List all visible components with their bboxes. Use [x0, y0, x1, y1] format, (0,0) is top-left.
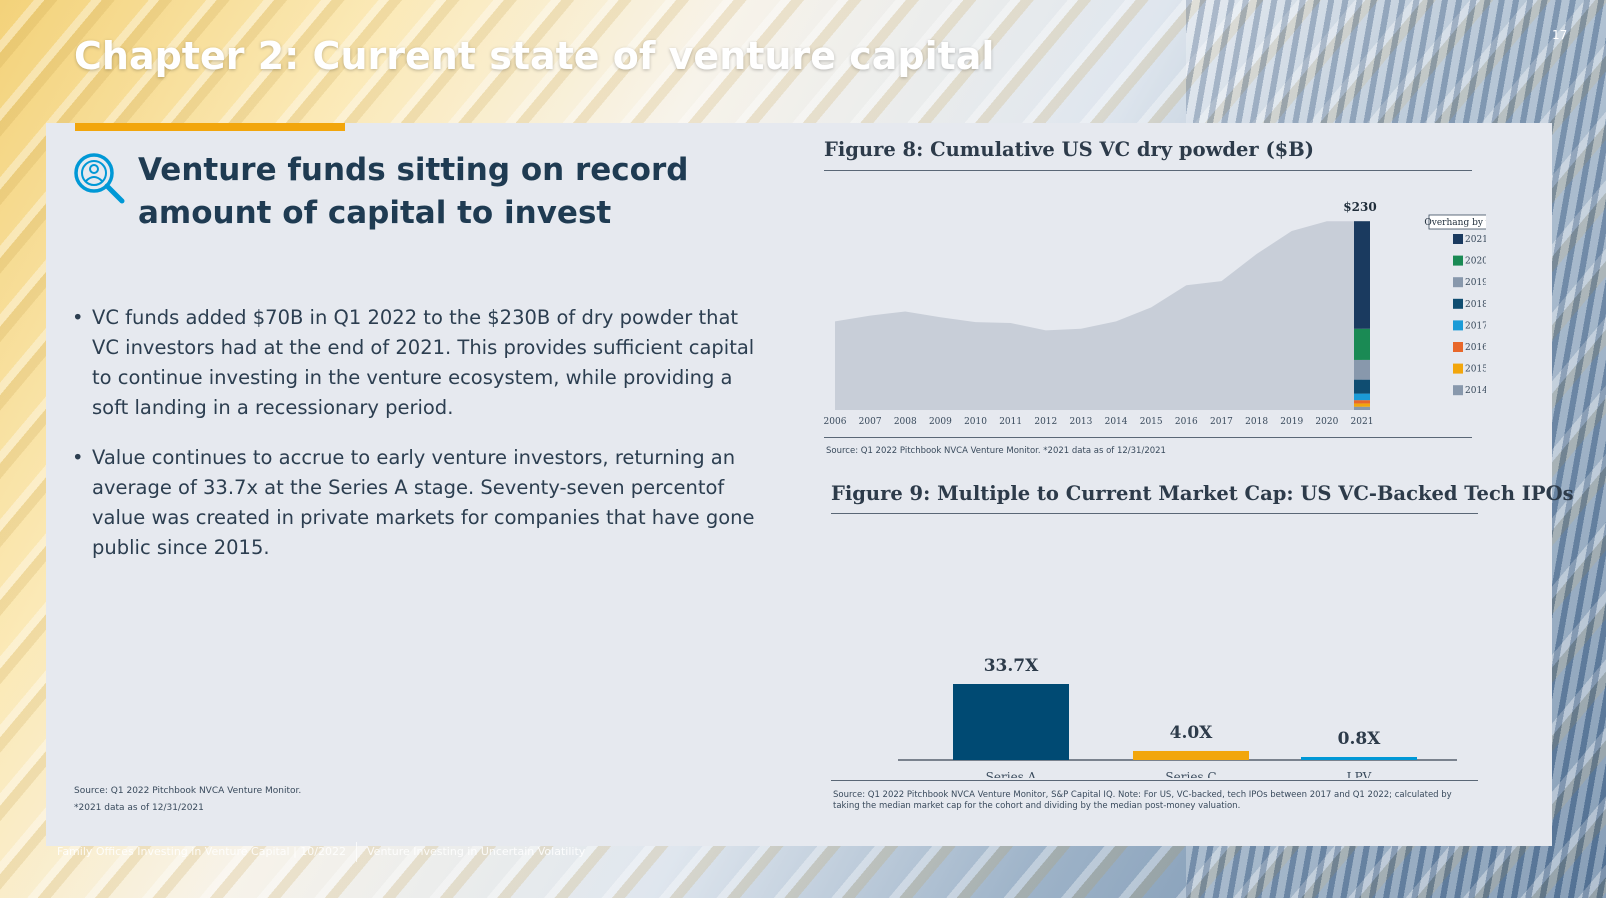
stack-segment-2015: [1354, 403, 1370, 407]
category-label: Series C: [1165, 770, 1216, 778]
x-tick-label: 2020: [1315, 417, 1338, 427]
bar-value-label: 4.0X: [1170, 723, 1214, 743]
legend-label-2014: 2014: [1465, 386, 1486, 396]
figure8-source: Source: Q1 2022 Pitchbook NVCA Venture M…: [826, 446, 1166, 456]
x-tick-label: 2012: [1034, 417, 1057, 427]
left-source: Source: Q1 2022 Pitchbook NVCA Venture M…: [74, 783, 301, 817]
stack-segment-2020: [1354, 328, 1370, 360]
figure9-title-text: Multiple to Current Market Cap: US VC-Ba…: [937, 482, 1574, 505]
x-tick-label: 2021: [1351, 417, 1374, 427]
figure9-source: Source: Q1 2022 Pitchbook NVCA Venture M…: [833, 790, 1452, 811]
category-label: LPV: [1347, 770, 1372, 778]
legend-label-2016: 2016: [1465, 343, 1486, 353]
x-tick-label: 2017: [1210, 417, 1233, 427]
legend-label-2017: 2017: [1465, 321, 1486, 331]
x-tick-label: 2007: [859, 417, 882, 427]
footer-divider: [356, 842, 358, 862]
source-note: *2021 data as of 12/31/2021: [74, 803, 204, 813]
x-tick-label: 2019: [1280, 417, 1303, 427]
footer-left: Family Offices Investing in Venture Capi…: [57, 845, 347, 858]
magnifier-person-icon: [74, 153, 125, 204]
x-tick-label: 2013: [1069, 417, 1092, 427]
headline: Venture funds sitting on record amount o…: [138, 152, 689, 231]
x-tick-label: 2014: [1105, 417, 1128, 427]
stack-segment-2016: [1354, 400, 1370, 404]
figure9-title-rule: [831, 513, 1478, 514]
stack-segment-2019: [1354, 359, 1370, 380]
dry-powder-area: [835, 221, 1362, 410]
figure8-bottom-rule: [824, 437, 1472, 438]
stack-segment-2017: [1354, 393, 1370, 401]
bullet-item: Value continues to accrue to early ventu…: [72, 443, 762, 563]
accent-bar: [75, 123, 345, 131]
source-line: Source: Q1 2022 Pitchbook NVCA Venture M…: [74, 786, 302, 796]
footer: Family Offices Investing in Venture Capi…: [57, 842, 585, 862]
bar-value-label: 33.7X: [984, 656, 1039, 676]
footer-right: Venture Investing in Uncertain Volatilit…: [367, 845, 586, 858]
x-tick-label: 2010: [964, 417, 987, 427]
figure8-title: Figure 8: Cumulative US VC dry powder ($…: [824, 138, 1314, 161]
bullet-item: VC funds added $70B in Q1 2022 to the $2…: [72, 303, 762, 423]
bullet-list: VC funds added $70B in Q1 2022 to the $2…: [72, 303, 762, 583]
x-tick-label: 2008: [894, 417, 917, 427]
figure8-chart: $230 2006 2007 2008 2009 2010 2011 2012 2013 2014…: [824, 200, 1486, 427]
legend-swatch-2020: [1453, 255, 1463, 266]
chapter-title: Chapter 2: Current state of venture capi…: [74, 34, 995, 78]
legend-title-box: [1428, 214, 1486, 230]
x-tick-label: 2018: [1245, 417, 1268, 427]
figure9-prefix: Figure 9:: [831, 482, 938, 505]
figure8-prefix: Figure 8:: [824, 138, 931, 161]
legend-label-2018: 2018: [1465, 300, 1486, 310]
legend-swatch-2015: [1453, 363, 1463, 374]
x-tick-label: 2009: [929, 417, 952, 427]
bar-series-c: [1133, 750, 1249, 760]
x-tick-label: 2015: [1140, 417, 1163, 427]
legend-swatch-2019: [1453, 277, 1463, 288]
content-panel: Venture funds sitting on record amount o…: [46, 123, 1574, 846]
legend-swatch-2021: [1453, 234, 1463, 244]
bar-value-label: 0.8X: [1338, 729, 1382, 749]
bar-lpv: [1301, 757, 1417, 760]
figure9-bottom-rule: [831, 780, 1478, 781]
legend-swatch-2018: [1453, 298, 1463, 309]
legend-swatch-2016: [1453, 342, 1463, 352]
stack-segment-2018: [1354, 379, 1370, 394]
total-value-label: $230: [1343, 200, 1376, 214]
x-tick-label: 2006: [824, 417, 847, 427]
legend-label-2019: 2019: [1465, 278, 1486, 288]
legend-title: Overhang by vintage: [1424, 218, 1486, 228]
page-number: 17: [1552, 28, 1568, 42]
x-tick-label: 2016: [1175, 417, 1198, 427]
stack-segment-2021: [1354, 221, 1370, 329]
bar-series-a: [953, 684, 1069, 760]
legend-label-2015: 2015: [1465, 365, 1486, 375]
x-tick-label: 2011: [999, 417, 1022, 427]
legend-label-2021: 2021*: [1465, 235, 1486, 245]
category-label: Series A: [986, 770, 1037, 778]
figure8-title-rule: [824, 170, 1472, 171]
legend-swatch-2017: [1453, 320, 1463, 331]
stack-segment-2014: [1354, 406, 1370, 410]
figure9-title: Figure 9: Multiple to Current Market Cap…: [831, 482, 1574, 505]
figure8-title-text: Cumulative US VC dry powder ($B): [930, 138, 1314, 161]
legend-swatch-2014: [1453, 385, 1463, 396]
legend-label-2020: 2020: [1465, 257, 1486, 267]
